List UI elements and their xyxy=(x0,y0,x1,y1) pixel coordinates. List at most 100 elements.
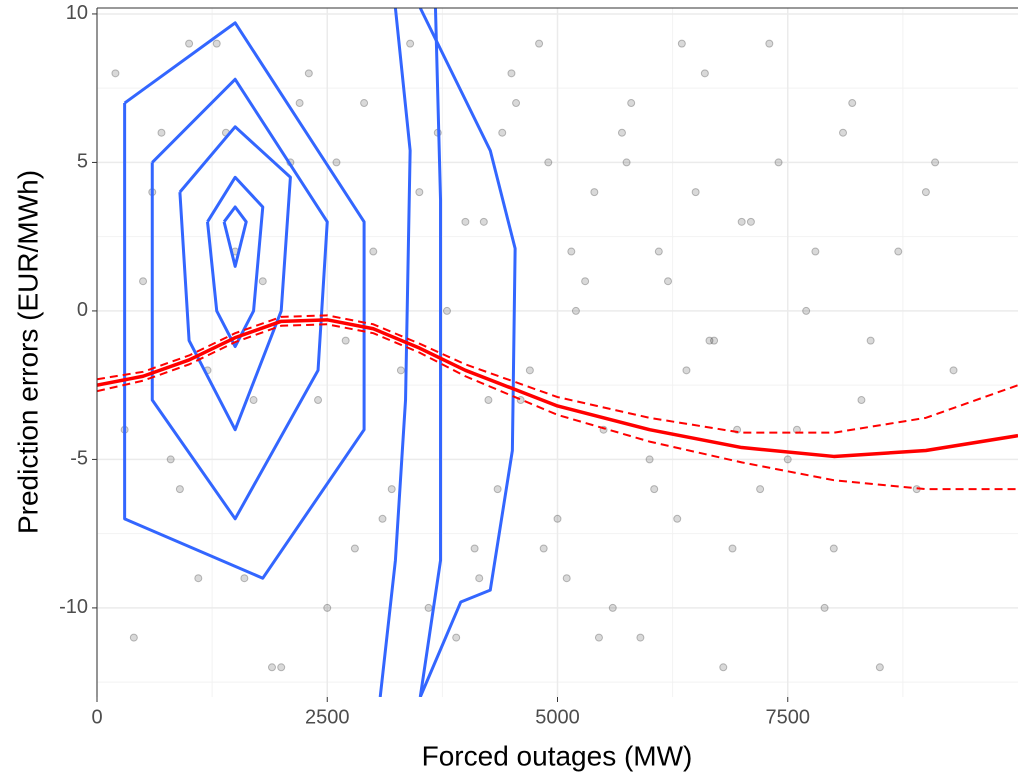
point xyxy=(240,574,249,583)
point xyxy=(498,128,507,137)
point xyxy=(594,633,603,642)
point xyxy=(728,544,737,553)
point xyxy=(783,455,792,464)
axes: 0 2500 5000 7500 -10 -5 0 5 10 xyxy=(59,2,810,728)
point xyxy=(590,188,599,197)
point xyxy=(627,99,636,108)
point xyxy=(705,336,714,345)
point xyxy=(479,217,488,226)
point xyxy=(622,158,631,167)
fit-line xyxy=(97,318,1018,459)
point xyxy=(535,39,544,48)
point xyxy=(493,485,502,494)
point xyxy=(746,217,755,226)
point xyxy=(212,39,221,48)
point xyxy=(866,336,875,345)
point xyxy=(484,396,493,405)
point xyxy=(512,99,521,108)
point xyxy=(406,39,415,48)
point xyxy=(921,188,930,197)
point xyxy=(194,574,203,583)
density-contour xyxy=(178,125,292,432)
x-tick-label: 0 xyxy=(91,706,102,728)
point xyxy=(562,574,571,583)
point xyxy=(452,633,461,642)
fit-upper-bound xyxy=(97,314,1018,434)
x-axis-title: Forced outages (MW) xyxy=(422,740,693,771)
point xyxy=(677,39,686,48)
point xyxy=(323,603,332,612)
density-contour xyxy=(206,175,265,349)
point xyxy=(608,603,617,612)
point xyxy=(475,574,484,583)
point xyxy=(544,158,553,167)
point xyxy=(185,39,194,48)
density-contour xyxy=(150,77,329,521)
point xyxy=(157,128,166,137)
point xyxy=(645,455,654,464)
point xyxy=(567,247,576,256)
point xyxy=(350,544,359,553)
point xyxy=(129,633,138,642)
point xyxy=(654,247,663,256)
point xyxy=(719,663,728,672)
point xyxy=(507,69,516,78)
point xyxy=(774,158,783,167)
point xyxy=(360,99,369,108)
point xyxy=(682,366,691,375)
y-tick-label: -5 xyxy=(70,448,88,470)
point xyxy=(875,663,884,672)
point xyxy=(304,69,313,78)
point xyxy=(802,306,811,315)
density-contour xyxy=(418,8,443,697)
point xyxy=(857,396,866,405)
point xyxy=(894,247,903,256)
point xyxy=(442,306,451,315)
x-tick-label: 2500 xyxy=(305,706,350,728)
point xyxy=(949,366,958,375)
point xyxy=(636,633,645,642)
density-contour xyxy=(418,8,517,697)
point xyxy=(396,366,405,375)
point xyxy=(650,485,659,494)
point xyxy=(839,128,848,137)
point xyxy=(461,217,470,226)
point xyxy=(553,514,562,523)
point xyxy=(111,69,120,78)
point xyxy=(332,158,341,167)
point xyxy=(378,514,387,523)
point xyxy=(700,69,709,78)
point xyxy=(581,277,590,286)
point xyxy=(691,188,700,197)
point xyxy=(249,396,258,405)
point xyxy=(829,544,838,553)
point xyxy=(295,99,304,108)
point xyxy=(931,158,940,167)
point xyxy=(314,396,323,405)
fit-lower-bound xyxy=(97,323,1018,491)
point xyxy=(175,485,184,494)
point xyxy=(710,336,719,345)
point xyxy=(811,247,820,256)
density-contour xyxy=(222,205,248,268)
point xyxy=(820,603,829,612)
point xyxy=(765,39,774,48)
point xyxy=(258,277,267,286)
point xyxy=(617,128,626,137)
y-tick-label: 10 xyxy=(66,2,88,24)
y-tick-label: 0 xyxy=(77,299,88,321)
point xyxy=(424,603,433,612)
point xyxy=(341,336,350,345)
point xyxy=(369,247,378,256)
point xyxy=(267,663,276,672)
y-tick-label: -10 xyxy=(59,596,88,618)
point xyxy=(277,663,286,672)
point xyxy=(756,485,765,494)
y-axis-title: Prediction errors (EUR/MWh) xyxy=(12,170,43,534)
point xyxy=(525,366,534,375)
x-tick-label: 5000 xyxy=(535,706,580,728)
point xyxy=(415,188,424,197)
point xyxy=(539,544,548,553)
